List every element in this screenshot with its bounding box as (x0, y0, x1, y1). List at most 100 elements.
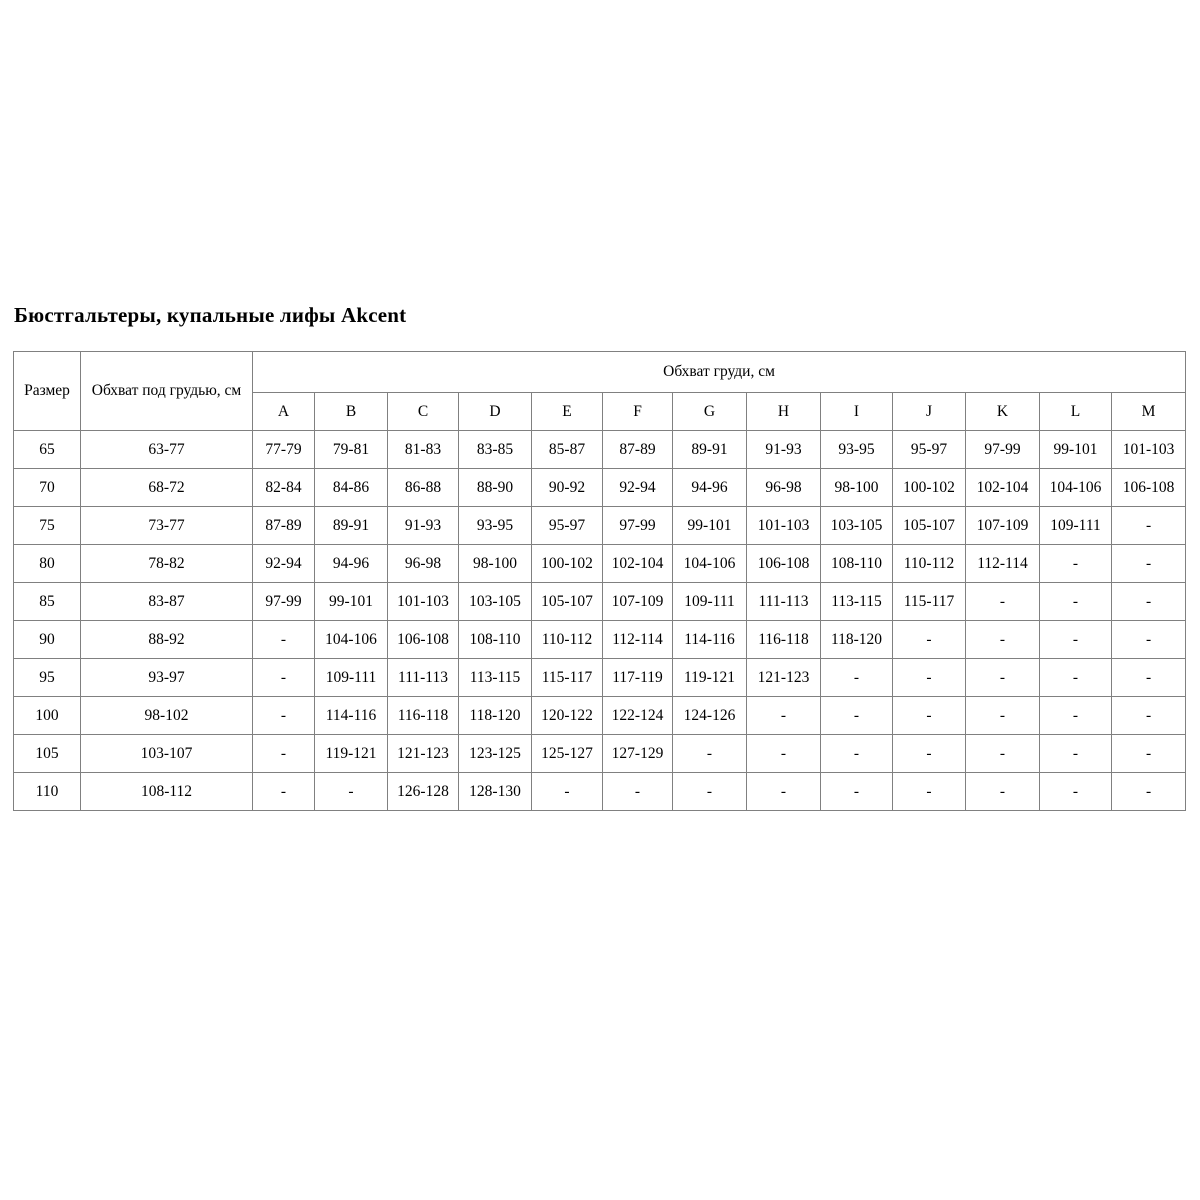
bust-range-cell: - (1110, 582, 1187, 621)
col-header-cup-M: M (1110, 392, 1187, 431)
bust-range-cell: 128-130 (458, 772, 532, 811)
underbust-cell: 73-77 (80, 506, 253, 545)
underbust-cell: 78-82 (80, 544, 253, 583)
bust-range-cell: - (252, 620, 315, 659)
bust-range-cell: 103-105 (458, 582, 532, 621)
col-header-cup-E: E (531, 392, 603, 431)
bust-range-cell: 99-101 (1039, 430, 1112, 469)
bust-range-cell: 126-128 (387, 772, 459, 811)
bust-range-cell: 119-121 (672, 658, 747, 697)
bust-range-cell: - (965, 582, 1040, 621)
bust-range-cell: 111-113 (387, 658, 459, 697)
bust-range-cell: 122-124 (602, 696, 673, 735)
underbust-cell: 98-102 (80, 696, 253, 735)
bust-range-cell: - (1039, 658, 1112, 697)
bust-range-cell: 109-111 (1039, 506, 1112, 545)
bust-range-cell: 108-110 (820, 544, 893, 583)
bust-range-cell: - (672, 772, 747, 811)
underbust-cell: 63-77 (80, 430, 253, 469)
bust-range-cell: 101-103 (1110, 430, 1187, 469)
bust-range-cell: 106-108 (1110, 468, 1187, 507)
bust-range-cell: 124-126 (672, 696, 747, 735)
bust-range-cell: 93-95 (820, 430, 893, 469)
col-header-cup-C: C (387, 392, 459, 431)
bust-range-cell: 118-120 (820, 620, 893, 659)
bust-range-cell: 123-125 (458, 734, 532, 773)
bust-range-cell: - (252, 696, 315, 735)
underbust-cell: 83-87 (80, 582, 253, 621)
bust-range-cell: - (820, 772, 893, 811)
underbust-cell: 93-97 (80, 658, 253, 697)
bust-range-cell: 93-95 (458, 506, 532, 545)
bust-range-cell: 119-121 (314, 734, 388, 773)
bust-range-cell: 77-79 (252, 430, 315, 469)
page-title: Бюстгальтеры, купальные лифы Akcent (14, 303, 407, 327)
bust-range-cell: 83-85 (458, 430, 532, 469)
bust-range-cell: 97-99 (965, 430, 1040, 469)
size-cell: 90 (13, 620, 81, 659)
bust-range-cell: - (746, 734, 821, 773)
bust-range-cell: 111-113 (746, 582, 821, 621)
bust-range-cell: 100-102 (892, 468, 966, 507)
bust-range-cell: 117-119 (602, 658, 673, 697)
bust-range-cell: - (1110, 772, 1187, 811)
bust-range-cell: - (252, 772, 315, 811)
size-cell: 100 (13, 696, 81, 735)
table-body: 65 63-77 77-79 79-81 81-83 83-85 85-87 87-89 89-… (13, 430, 1187, 811)
table-row: 110 108-112- -126-128 128-130- - - - - - - - - (13, 772, 1187, 811)
bust-range-cell: - (892, 772, 966, 811)
size-cell: 85 (13, 582, 81, 621)
bust-range-cell: - (672, 734, 747, 773)
bust-range-cell: 96-98 (387, 544, 459, 583)
bust-range-cell: - (314, 772, 388, 811)
bust-range-cell: - (1110, 658, 1187, 697)
bust-range-cell: 102-104 (602, 544, 673, 583)
bust-range-cell: 109-111 (672, 582, 747, 621)
col-header-cup-D: D (458, 392, 532, 431)
bust-range-cell: 104-106 (672, 544, 747, 583)
bust-range-cell: 86-88 (387, 468, 459, 507)
size-cell: 95 (13, 658, 81, 697)
bust-range-cell: - (892, 658, 966, 697)
bust-range-cell: - (820, 658, 893, 697)
table-row: 85 83-87 97-99 99-101 101-103 103-105 105-107 1… (13, 582, 1187, 621)
bust-range-cell: 88-90 (458, 468, 532, 507)
bust-range-cell: 87-89 (252, 506, 315, 545)
bust-range-cell: 112-114 (965, 544, 1040, 583)
bust-range-cell: - (820, 696, 893, 735)
bust-range-cell: - (1039, 696, 1112, 735)
col-header-underbust: Обхват под грудью, см (80, 351, 253, 431)
bust-range-cell: - (965, 658, 1040, 697)
col-header-cup-G: G (672, 392, 747, 431)
bust-range-cell: 103-105 (820, 506, 893, 545)
bust-range-cell: 89-91 (314, 506, 388, 545)
bust-range-cell: 92-94 (252, 544, 315, 583)
underbust-cell: 68-72 (80, 468, 253, 507)
bust-range-cell: 127-129 (602, 734, 673, 773)
bust-range-cell: - (965, 620, 1040, 659)
table-row: 100 98-102-114-116 116-118 118-120 120-122 12… (13, 696, 1187, 735)
bust-range-cell: 97-99 (602, 506, 673, 545)
bust-range-cell: 101-103 (746, 506, 821, 545)
bust-range-cell: 90-92 (531, 468, 603, 507)
bust-range-cell: - (965, 772, 1040, 811)
bust-range-cell: 92-94 (602, 468, 673, 507)
bust-range-cell: - (1110, 544, 1187, 583)
bust-range-cell: 120-122 (531, 696, 603, 735)
bust-range-cell: - (252, 734, 315, 773)
bust-range-cell: 112-114 (602, 620, 673, 659)
table-header: Размер Обхват под грудью, см Обхват груд… (13, 351, 1187, 431)
bust-range-cell: 99-101 (314, 582, 388, 621)
bust-range-cell: 85-87 (531, 430, 603, 469)
bust-range-cell: - (252, 658, 315, 697)
bust-range-cell: 102-104 (965, 468, 1040, 507)
col-header-cup-H: H (746, 392, 821, 431)
table-row: 75 73-77 87-89 89-91 91-93 93-95 95-97 97-99 99-… (13, 506, 1187, 545)
bust-range-cell: 84-86 (314, 468, 388, 507)
col-header-cup-F: F (602, 392, 673, 431)
bust-range-cell: 125-127 (531, 734, 603, 773)
bust-range-cell: - (1039, 544, 1112, 583)
bust-range-cell: - (892, 734, 966, 773)
